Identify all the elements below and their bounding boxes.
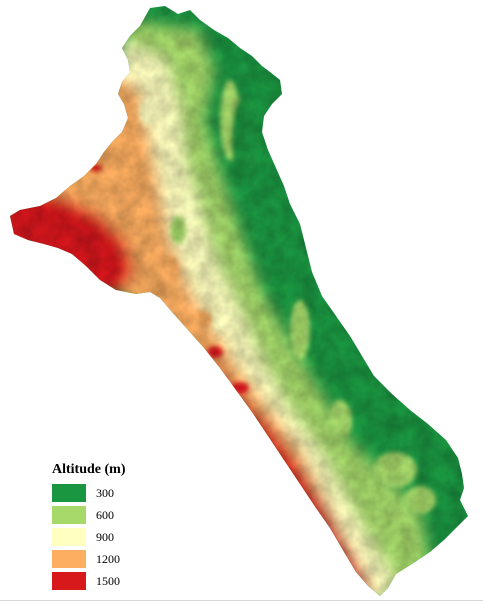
legend-swatch — [52, 506, 86, 524]
legend-swatch — [52, 484, 86, 502]
legend-swatch — [52, 550, 86, 568]
legend-item: 1500 — [52, 570, 172, 592]
legend-label: 600 — [96, 508, 114, 522]
legend-item: 600 — [52, 504, 172, 526]
legend-title: Altitude (m) — [52, 462, 126, 477]
map-legend: Altitude (m) 300 600 900 1200 1500 — [52, 462, 172, 592]
bottom-divider — [0, 600, 483, 601]
legend-label: 1200 — [96, 552, 120, 566]
legend-item: 300 — [52, 482, 172, 504]
legend-label: 300 — [96, 486, 114, 500]
legend-label: 1500 — [96, 574, 120, 588]
legend-label: 900 — [96, 530, 114, 544]
legend-swatch — [52, 528, 86, 546]
legend-item: 1200 — [52, 548, 172, 570]
legend-swatch — [52, 572, 86, 590]
legend-item: 900 — [52, 526, 172, 548]
